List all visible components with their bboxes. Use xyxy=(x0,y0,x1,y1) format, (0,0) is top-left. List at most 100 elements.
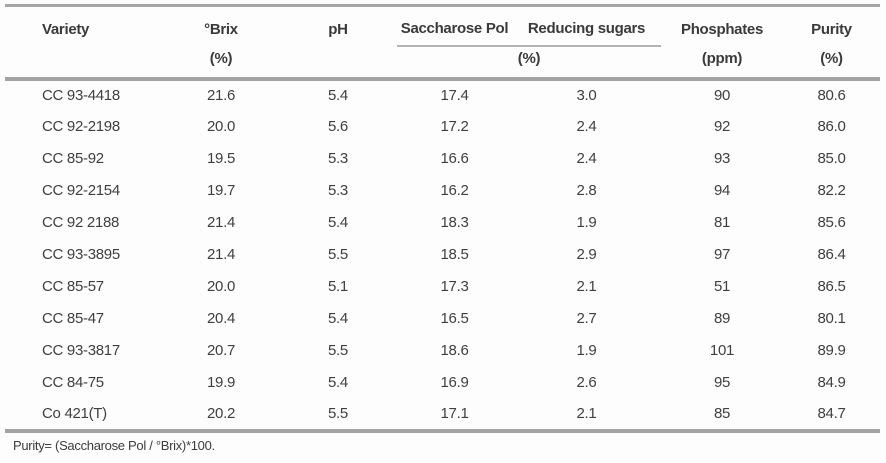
table-row: CC 92-2154 19.7 5.3 16.2 2.8 94 82.2 xyxy=(5,175,880,207)
cell-saccharose-pol: 16.9 xyxy=(440,374,469,391)
cell-purity: 82.2 xyxy=(817,182,846,199)
cell-brix: 19.5 xyxy=(207,150,235,167)
cell-brix: 19.7 xyxy=(207,182,235,199)
col-header-reducing-sugars: Reducing sugars xyxy=(512,5,661,47)
cell-brix: 20.0 xyxy=(207,118,235,135)
cell-ph: 5.3 xyxy=(328,182,348,199)
cell-brix: 20.2 xyxy=(207,405,235,422)
cell-variety: CC 93-4418 xyxy=(42,87,120,104)
cell-brix: 19.9 xyxy=(207,374,235,391)
cell-purity: 86.0 xyxy=(817,118,846,135)
unit-purity: (%) xyxy=(820,49,843,67)
table-row: CC 93-4418 21.6 5.4 17.4 3.0 90 80.6 xyxy=(5,79,880,111)
table-footnote: Purity= (Saccharose Pol / °Brix)*100. xyxy=(13,437,215,453)
unit-phosphates: (ppm) xyxy=(701,49,743,67)
cell-purity: 84.7 xyxy=(817,405,846,422)
cell-variety: Co 421(T) xyxy=(42,405,107,422)
cell-reducing-sugars: 3.0 xyxy=(576,87,597,104)
cell-variety: CC 85-57 xyxy=(42,278,104,295)
col-header-saccharose-pol: Saccharose Pol xyxy=(397,5,512,47)
cell-phosphates: 101 xyxy=(709,342,735,359)
cell-purity: 86.5 xyxy=(817,278,846,295)
cell-saccharose-pol: 17.3 xyxy=(440,278,469,295)
cell-saccharose-pol: 18.3 xyxy=(440,214,469,231)
cell-phosphates: 89 xyxy=(713,310,731,327)
cell-reducing-sugars: 2.6 xyxy=(576,374,597,391)
cell-reducing-sugars: 2.4 xyxy=(576,118,597,135)
col-header-variety: Variety xyxy=(42,20,90,38)
col-header-purity: Purity xyxy=(811,20,852,38)
unit-sugars-group: (%) xyxy=(517,50,541,67)
cell-variety: CC 85-47 xyxy=(42,310,104,327)
table-row: Co 421(T) 20.2 5.5 17.1 2.1 85 84.7 xyxy=(5,399,880,431)
cell-ph: 5.5 xyxy=(328,342,348,359)
cell-variety: CC 84-75 xyxy=(42,374,104,391)
cell-purity: 80.6 xyxy=(817,87,846,104)
cell-variety: CC 93-3817 xyxy=(42,342,120,359)
cell-brix: 21.4 xyxy=(207,246,235,263)
cell-purity: 85.0 xyxy=(817,150,846,167)
table-header: Variety °Brix pH Saccharose Pol Reducing… xyxy=(5,5,880,79)
cell-purity: 80.1 xyxy=(817,310,846,327)
cell-saccharose-pol: 17.2 xyxy=(440,118,469,135)
cell-phosphates: 92 xyxy=(713,118,731,135)
cell-saccharose-pol: 17.1 xyxy=(440,405,469,422)
cell-ph: 5.4 xyxy=(328,310,348,327)
cell-reducing-sugars: 1.9 xyxy=(576,214,597,231)
cell-reducing-sugars: 2.4 xyxy=(576,150,597,167)
col-header-brix: °Brix xyxy=(204,20,238,38)
cell-variety: CC 93-3895 xyxy=(42,246,120,263)
table-row: CC 84-75 19.9 5.4 16.9 2.6 95 84.9 xyxy=(5,367,880,399)
cell-reducing-sugars: 2.1 xyxy=(576,278,597,295)
unit-variety xyxy=(5,46,163,79)
cell-purity: 89.9 xyxy=(817,342,846,359)
cell-phosphates: 90 xyxy=(713,87,731,104)
cell-ph: 5.6 xyxy=(328,118,348,135)
cell-saccharose-pol: 18.5 xyxy=(440,246,469,263)
table-row: CC 85-57 20.0 5.1 17.3 2.1 51 86.5 xyxy=(5,271,880,303)
table-row: CC 92-2198 20.0 5.6 17.2 2.4 92 86.0 xyxy=(5,111,880,143)
cell-phosphates: 81 xyxy=(713,214,731,231)
cell-reducing-sugars: 2.7 xyxy=(576,310,597,327)
cell-saccharose-pol: 17.4 xyxy=(440,87,469,104)
cell-variety: CC 85-92 xyxy=(42,150,104,167)
cell-purity: 85.6 xyxy=(817,214,846,231)
table-row: CC 85-92 19.5 5.3 16.6 2.4 93 85.0 xyxy=(5,143,880,175)
cell-purity: 86.4 xyxy=(817,246,846,263)
header-label-row: Variety °Brix pH Saccharose Pol Reducing… xyxy=(5,5,880,47)
header-unit-row: (%) (%) (ppm) (%) xyxy=(5,46,880,79)
table-row: CC 92 2188 21.4 5.4 18.3 1.9 81 85.6 xyxy=(5,207,880,239)
cell-phosphates: 85 xyxy=(713,405,731,422)
col-header-ph: pH xyxy=(328,20,348,38)
table-row: CC 85-47 20.4 5.4 16.5 2.7 89 80.1 xyxy=(5,303,880,335)
cell-ph: 5.5 xyxy=(328,246,348,263)
cell-phosphates: 97 xyxy=(713,246,731,263)
cell-ph: 5.5 xyxy=(328,405,348,422)
cell-phosphates: 95 xyxy=(713,374,731,391)
cell-brix: 21.6 xyxy=(207,87,235,104)
cell-brix: 20.7 xyxy=(207,342,235,359)
unit-ph xyxy=(279,46,397,79)
cell-variety: CC 92 2188 xyxy=(42,214,120,231)
cell-brix: 20.0 xyxy=(207,278,235,295)
cell-reducing-sugars: 2.8 xyxy=(576,182,597,199)
cell-reducing-sugars: 2.9 xyxy=(576,246,597,263)
paper-table-container: Variety °Brix pH Saccharose Pol Reducing… xyxy=(5,4,880,453)
cell-phosphates: 93 xyxy=(713,150,731,167)
variety-quality-table: Variety °Brix pH Saccharose Pol Reducing… xyxy=(5,4,880,433)
table-row: CC 93-3817 20.7 5.5 18.6 1.9 101 89.9 xyxy=(5,335,880,367)
cell-phosphates: 51 xyxy=(713,278,731,295)
cell-variety: CC 92-2154 xyxy=(42,182,120,199)
cell-ph: 5.3 xyxy=(328,150,348,167)
cell-phosphates: 94 xyxy=(713,182,731,199)
cell-ph: 5.1 xyxy=(328,278,348,295)
col-header-phosphates: Phosphates xyxy=(680,20,764,38)
cell-saccharose-pol: 16.2 xyxy=(440,182,469,199)
cell-ph: 5.4 xyxy=(328,374,348,391)
cell-reducing-sugars: 2.1 xyxy=(576,405,597,422)
cell-reducing-sugars: 1.9 xyxy=(576,342,597,359)
cell-saccharose-pol: 16.6 xyxy=(440,150,469,167)
cell-brix: 20.4 xyxy=(207,310,235,327)
unit-brix: (%) xyxy=(209,49,233,67)
cell-saccharose-pol: 18.6 xyxy=(440,342,469,359)
